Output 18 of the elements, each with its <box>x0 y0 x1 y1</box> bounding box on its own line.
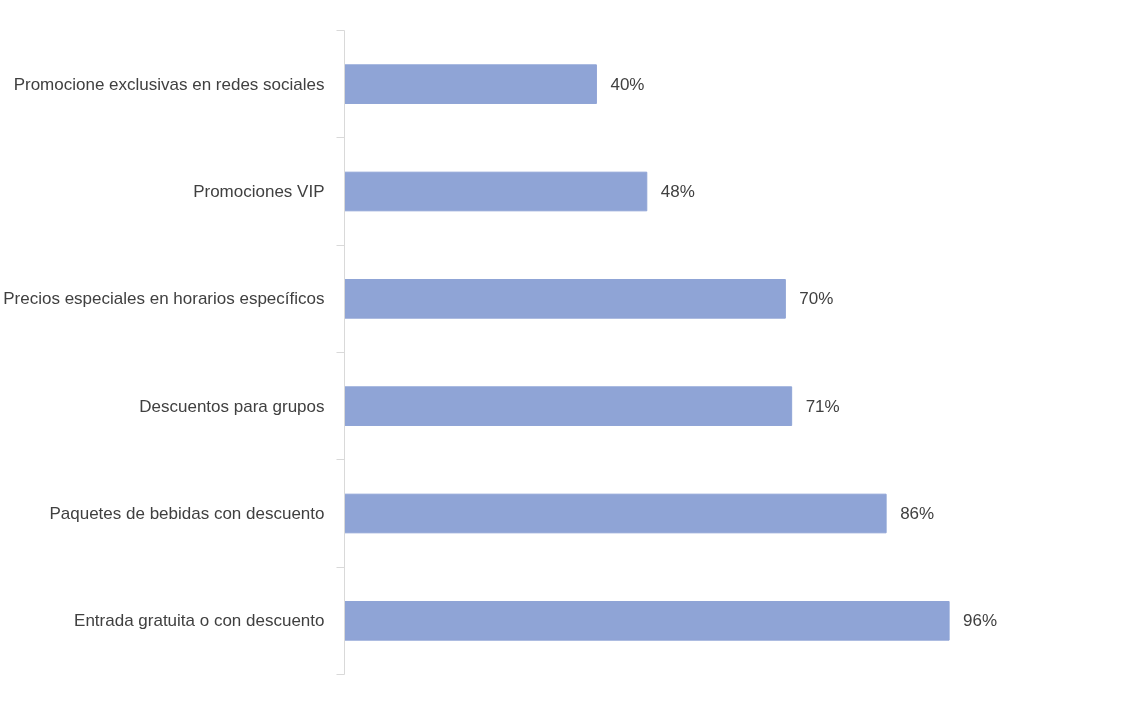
y-tick-label: Promociones VIP <box>193 182 325 201</box>
y-tick-label: Entrada gratuita o con descuento <box>74 611 325 631</box>
data-label: 86% <box>900 504 935 523</box>
data-label: 48% <box>660 182 695 201</box>
data-label: 40% <box>610 74 645 94</box>
bar <box>344 386 793 426</box>
y-tick-label: Descuentos para grupos <box>139 396 325 416</box>
bar <box>344 171 648 212</box>
data-label: 70% <box>799 289 834 309</box>
bar <box>344 279 786 319</box>
bar <box>344 493 887 534</box>
y-tick-label: Paquetes de bebidas con descuento <box>49 504 325 523</box>
bar <box>344 601 950 641</box>
bar <box>344 64 597 104</box>
y-tick-label: Promocione exclusivas en redes sociales <box>13 74 325 94</box>
data-label: 96% <box>963 611 998 631</box>
y-tick-label: Precios especiales en horarios específicos <box>3 289 325 309</box>
data-label: 71% <box>805 396 840 416</box>
